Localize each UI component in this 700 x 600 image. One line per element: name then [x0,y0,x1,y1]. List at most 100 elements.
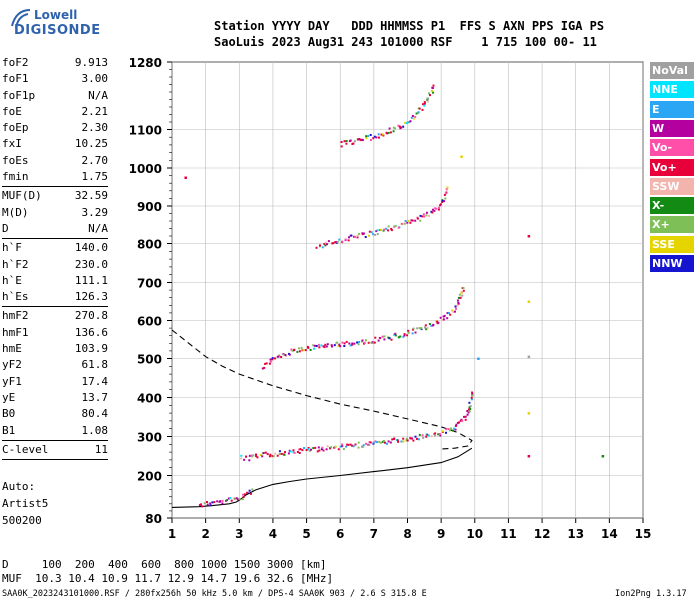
logo-line2: DIGISONDE [14,23,101,38]
x-tick-label: 15 [635,527,652,541]
echo-point [386,132,389,135]
echo-point [377,133,380,136]
echo-point [282,353,285,356]
echo-point [240,454,243,457]
echo-point [333,344,336,347]
echo-point [331,345,333,348]
param-name: B0 [2,407,16,421]
echo-point [327,240,330,243]
echo-point [248,454,251,457]
echo-point [377,339,380,342]
echo-point [459,296,462,299]
echo-point [437,208,440,211]
param-value: 111.1 [74,273,108,287]
echo-point [404,220,407,222]
echo-point [447,428,450,431]
y-tick-label: 500 [137,353,162,367]
echo-point [454,310,456,313]
y-tick-label: 600 [137,315,162,329]
echo-point [470,396,473,399]
echo-point [402,335,405,338]
echo-point [389,441,392,444]
echo-point [411,219,414,222]
echo-point [410,219,413,222]
echo-point [372,137,375,140]
echo-point [421,108,424,111]
echo-point [341,445,344,448]
echo-point [347,239,350,242]
echo-point [219,500,222,503]
echo-point [425,211,428,214]
echo-point [330,446,333,449]
echo-point [206,501,208,503]
param-row: hmF2 270.8 [2,308,108,324]
echo-point [368,444,371,447]
echo-point [378,337,381,339]
echo-point [426,97,429,100]
echo-point [334,241,337,244]
echo-point [428,323,431,325]
echo-point [200,503,202,506]
echo-point [326,343,329,346]
param-value: 32.59 [74,189,108,203]
echo-point [358,138,361,140]
param-value: 10.25 [74,137,108,151]
legend-item: W [650,119,694,137]
echo-point [323,243,326,245]
echo-point [394,334,397,337]
echo-point [392,126,395,129]
echo-point [424,326,426,329]
y-tick-label: 1000 [129,162,162,176]
echo-point [468,401,471,404]
echo-point [283,453,286,456]
echo-point [405,439,408,442]
param-name: B1 [2,423,16,437]
echo-point [376,229,379,232]
echo-point [424,324,427,327]
echo-point [318,346,321,349]
echo-point [403,333,406,336]
echo-point [333,446,336,449]
echo-point [382,134,385,137]
echo-point [468,410,471,413]
echo-point [365,339,367,342]
param-name: foF1p [2,88,36,102]
echo-point [296,350,299,353]
param-row: h`E 111.1 [2,273,108,289]
param-name: hmF2 [2,309,29,323]
echo-point [407,329,410,332]
legend-item: X+ [650,216,694,234]
echo-point [235,497,238,500]
echo-point [406,221,409,224]
echo-point [362,232,365,235]
echo-point [392,130,395,133]
logo-line1: Lowell [34,8,78,22]
echo-point [396,439,399,442]
echo-point [353,140,356,143]
echo-point [414,435,417,438]
echo-point [446,186,449,189]
echo-point [452,311,455,313]
echo-point [416,437,418,440]
auto-program: Artist5 [2,497,49,510]
echo-point [423,102,426,105]
echo-point [411,332,414,335]
y-tick-label: 1280 [129,56,162,70]
echo-point [416,327,419,330]
echo-point [344,238,347,241]
param-value: 136.6 [74,325,108,339]
echo-point [426,99,429,101]
echo-point [393,225,396,228]
echo-point [441,201,444,203]
echo-point [400,126,403,129]
param-row: foF1 3.00 [2,71,108,87]
echo-point [448,429,451,432]
echo-point [460,418,463,421]
param-row: MUF(D) 32.59 [2,188,108,204]
echo-point [455,307,457,310]
echo-point [280,356,283,358]
stray-echo-point [527,235,531,238]
param-value: 2.30 [81,121,109,135]
echo-point [418,327,421,330]
echo-point [382,440,385,442]
